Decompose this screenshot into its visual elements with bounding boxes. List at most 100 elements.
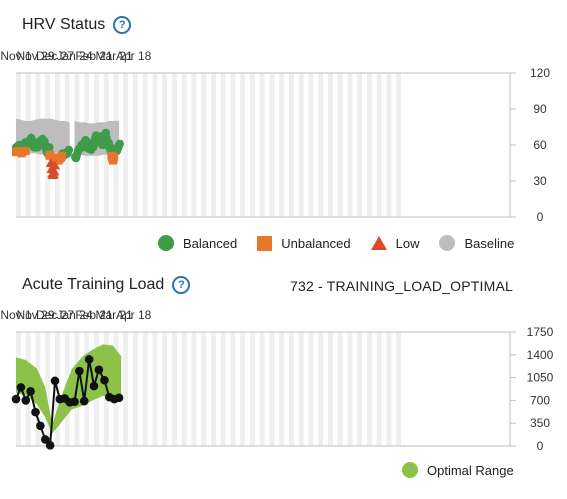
unbalanced-point	[46, 150, 55, 159]
acute-training-load-title: Acute Training Load	[22, 276, 165, 293]
y-tick-label: 350	[530, 416, 550, 430]
week-band	[288, 73, 294, 217]
week-band	[279, 332, 285, 446]
week-band	[152, 73, 158, 217]
week-band	[298, 332, 304, 446]
x-tick-label: Apr 18	[116, 49, 152, 63]
week-band	[308, 332, 314, 446]
low-point	[49, 166, 60, 176]
legend-item-optimal-range: Optimal Range	[402, 462, 514, 478]
legend-item-balanced: Balanced	[158, 235, 237, 251]
legend-swatch	[370, 236, 387, 250]
week-band	[259, 332, 265, 446]
unbalanced-point	[57, 151, 66, 160]
y-tick-label: 700	[530, 393, 550, 407]
week-band	[269, 332, 275, 446]
week-band	[230, 73, 236, 217]
help-circle-icon[interactable]: ?	[113, 16, 132, 34]
week-band	[318, 332, 324, 446]
optimal-range-area	[16, 344, 122, 434]
balanced-point	[115, 139, 124, 148]
legend-label: Baseline	[464, 235, 515, 251]
week-band	[123, 73, 129, 217]
low-point	[49, 160, 60, 170]
training-load-point	[114, 393, 124, 403]
hrv-status-header: HRV Status ?	[22, 16, 132, 34]
training-load-point	[94, 365, 104, 375]
week-band	[171, 73, 177, 217]
training-load-point	[26, 386, 35, 396]
y-tick-label: 30	[533, 174, 547, 188]
week-band	[327, 73, 333, 217]
week-band	[201, 73, 207, 217]
week-band	[249, 73, 255, 217]
week-band	[240, 332, 246, 446]
training-load-point	[100, 375, 109, 385]
x-tick-label: Mar 21	[96, 49, 134, 63]
week-band	[220, 73, 226, 217]
week-band	[279, 73, 285, 217]
balanced-point	[45, 143, 54, 152]
help-circle-icon[interactable]: ?	[172, 276, 191, 294]
week-band	[220, 332, 226, 446]
week-band	[347, 332, 353, 446]
x-tick-label: Nov 1	[0, 308, 32, 322]
legend-label: Low	[395, 235, 420, 251]
training-load-point	[16, 383, 26, 392]
y-tick-label: 1050	[527, 371, 554, 385]
week-band	[269, 73, 275, 217]
week-band	[240, 73, 246, 217]
training-load-point	[45, 441, 55, 450]
week-band	[288, 332, 294, 446]
week-band	[45, 332, 51, 446]
unbalanced-point	[110, 153, 119, 161]
week-band	[396, 332, 402, 446]
x-tick-label: Nov 29	[16, 308, 54, 322]
x-tick-label: Dec 27	[36, 49, 74, 63]
week-band	[152, 332, 158, 446]
week-band	[396, 73, 402, 217]
week-band	[366, 332, 372, 446]
y-tick-label: 60	[533, 138, 547, 152]
y-tick-label: 120	[530, 66, 550, 80]
week-band	[210, 73, 216, 217]
y-tick-label: 0	[537, 439, 544, 453]
legend-item-unbalanced: Unbalanced	[257, 235, 351, 251]
week-band	[142, 73, 148, 217]
week-band	[171, 332, 177, 446]
week-band	[191, 332, 197, 446]
training-load-point	[40, 435, 50, 444]
week-band	[386, 332, 392, 446]
y-tick-label: 1750	[527, 325, 554, 339]
x-tick-label: Feb 21	[75, 308, 113, 322]
week-band	[259, 73, 265, 217]
week-band	[132, 73, 138, 217]
training-load-point	[89, 381, 99, 391]
x-tick-label: Mar 21	[96, 308, 134, 322]
week-band	[386, 73, 392, 217]
week-band	[191, 73, 197, 217]
acute-training-load-legend: Optimal Range	[402, 462, 514, 478]
training-load-point	[36, 421, 45, 431]
legend-item-low: Low	[370, 235, 420, 251]
x-tick-label: Feb 21	[75, 49, 113, 63]
training-load-point	[84, 355, 94, 364]
legend-swatch	[158, 235, 174, 251]
week-band	[249, 332, 255, 446]
legend-item-baseline: Baseline	[439, 235, 514, 251]
legend-label: Unbalanced	[281, 235, 351, 251]
legend-label: Balanced	[183, 235, 238, 251]
legend-swatch	[439, 235, 456, 251]
y-tick-label: 1400	[527, 348, 554, 362]
x-tick-label: Jan 24	[56, 308, 92, 322]
week-band	[337, 332, 343, 446]
week-band	[308, 73, 314, 217]
week-band	[376, 73, 382, 217]
x-tick-label: Dec 27	[36, 308, 74, 322]
x-tick-label: Nov 29	[16, 49, 54, 63]
week-band	[366, 73, 372, 217]
x-tick-label: Nov 1	[0, 49, 32, 63]
legend-label: Optimal Range	[427, 462, 514, 478]
week-band	[210, 332, 216, 446]
